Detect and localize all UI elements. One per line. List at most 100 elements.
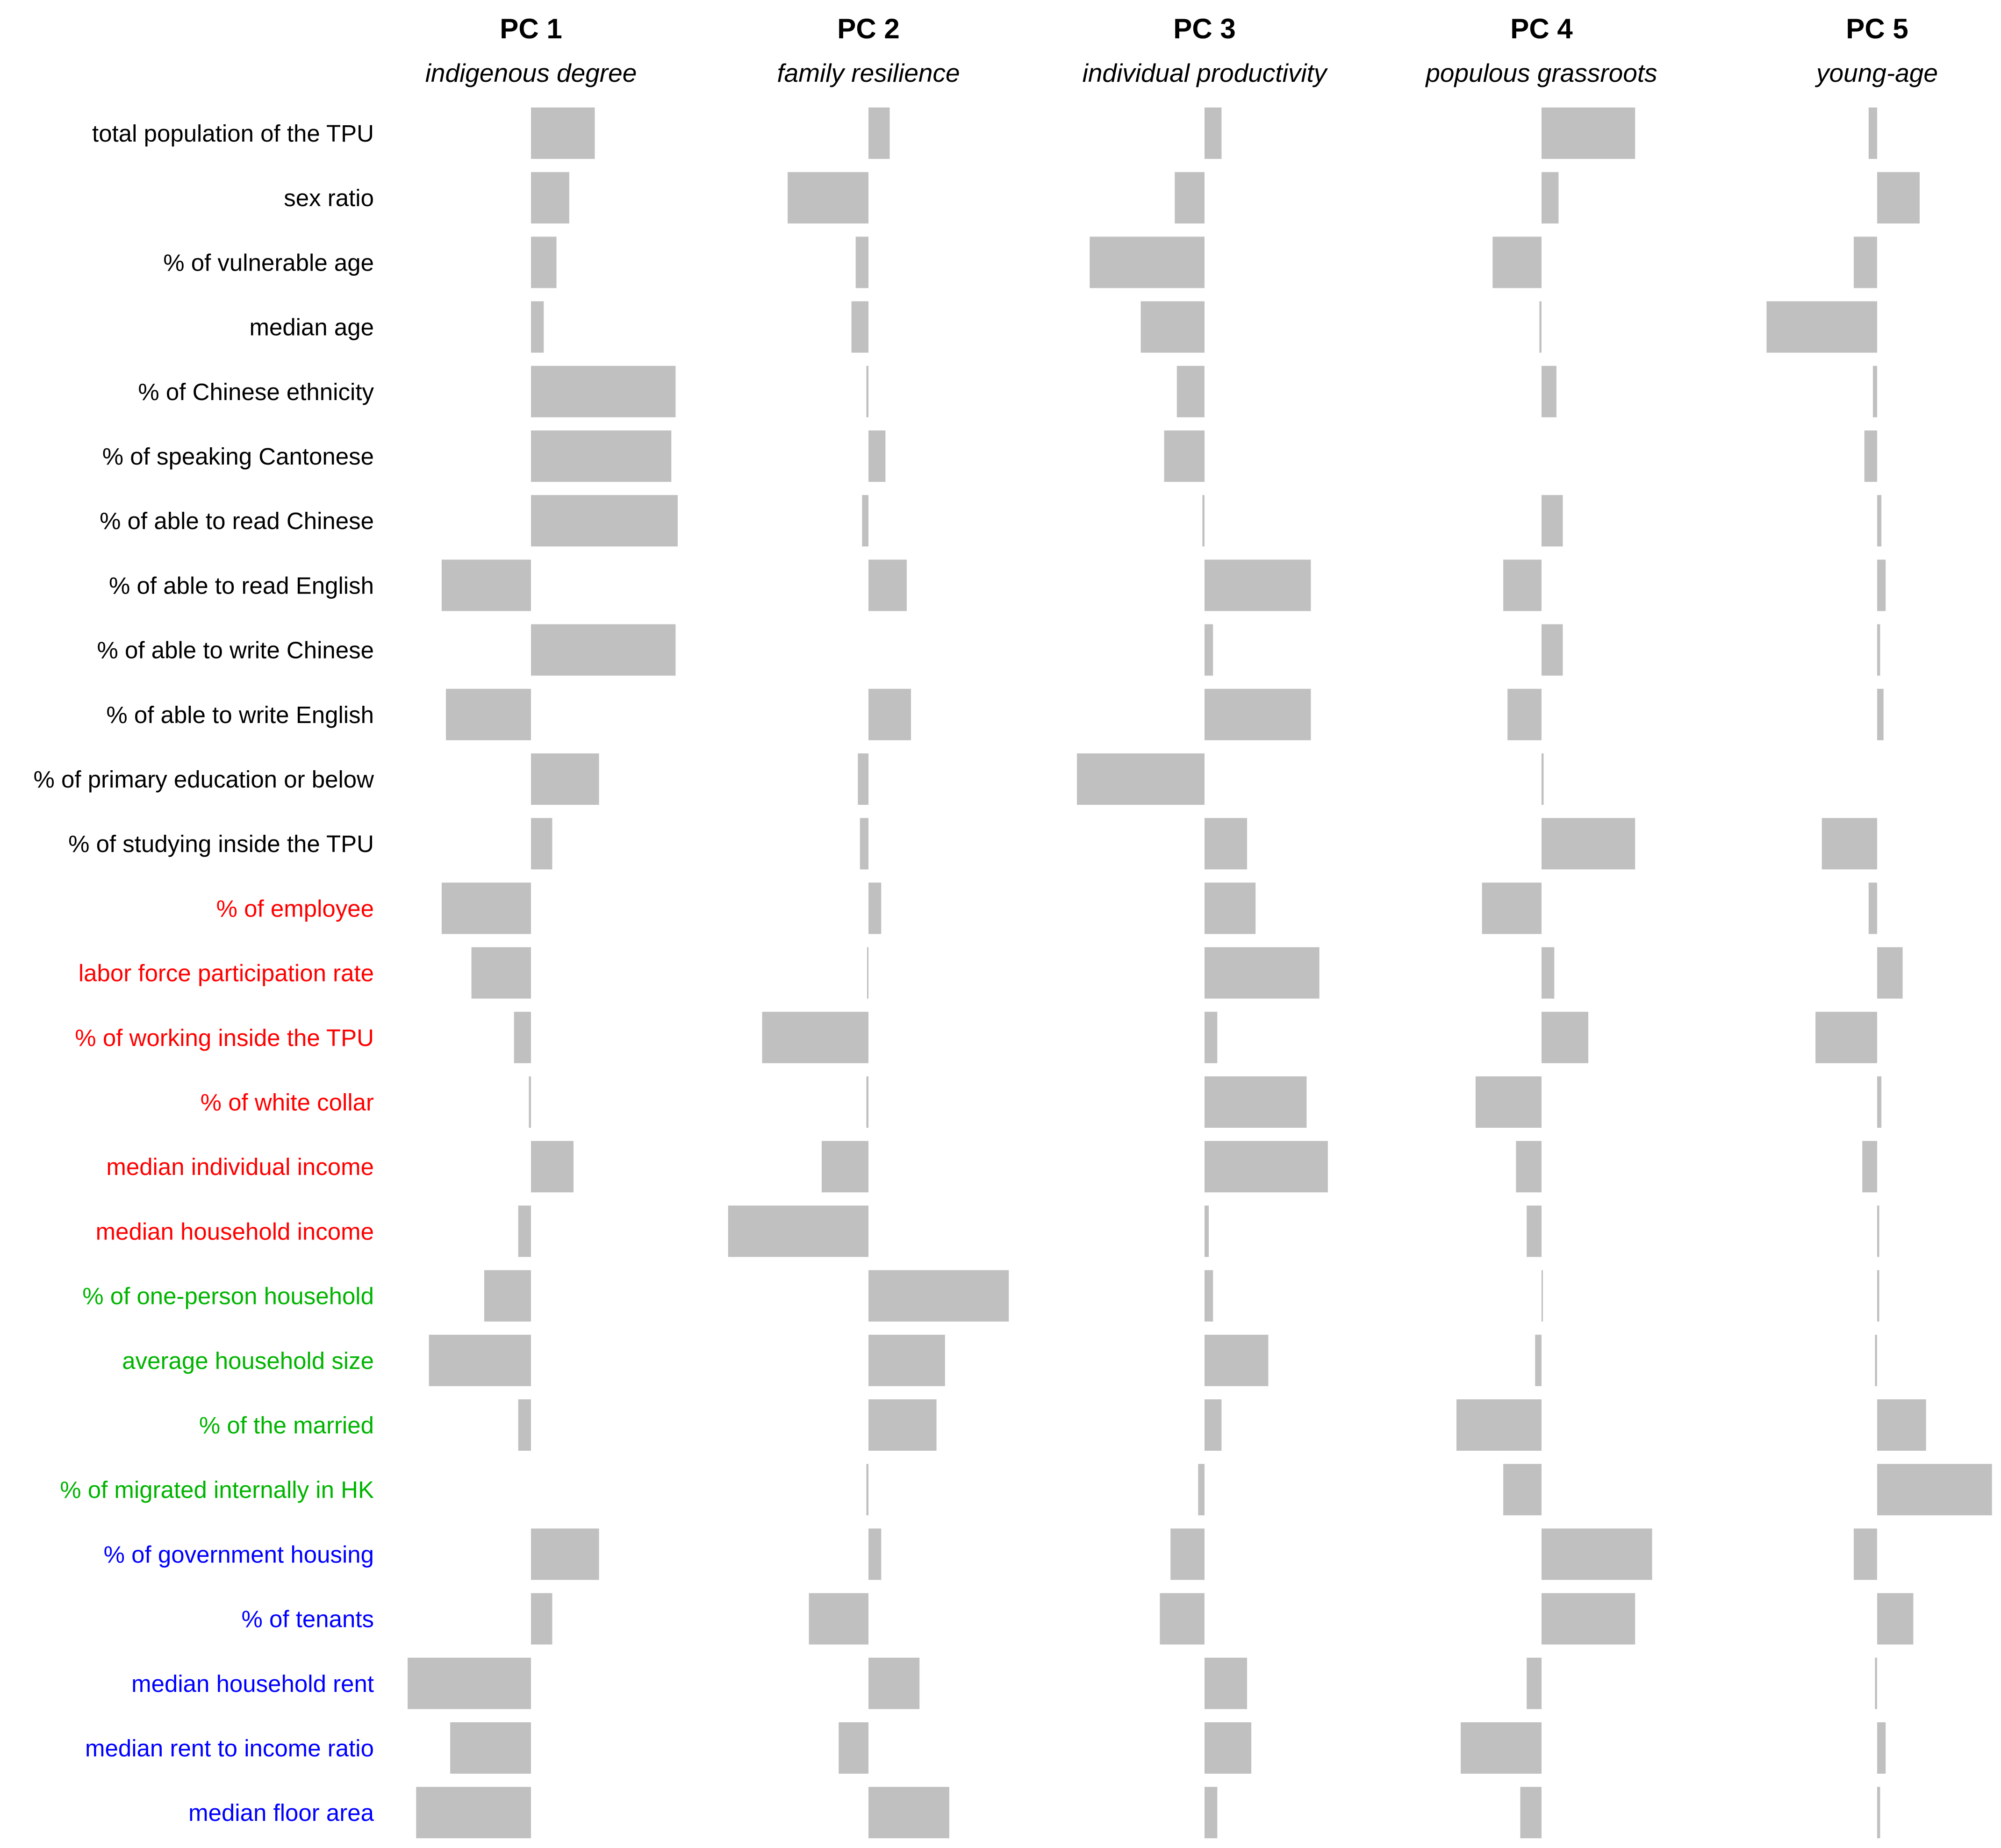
loading-bar <box>531 107 595 159</box>
loading-bar <box>529 1076 531 1128</box>
loading-bar <box>1164 430 1205 482</box>
component-panels: PC 1 indigenous degree PC 2 family resilien… <box>408 13 1992 1839</box>
loading-bar <box>868 1657 920 1709</box>
loading-bar <box>1877 495 1882 547</box>
variable-label: % of employee <box>216 895 374 922</box>
loading-bar <box>1507 688 1542 740</box>
loading-bar <box>1542 947 1555 999</box>
loading-bar <box>1877 559 1886 611</box>
variable-label: median individual income <box>106 1153 374 1180</box>
loading-bar <box>1090 236 1205 288</box>
loading-bar <box>1205 1205 1209 1257</box>
loading-bar <box>868 1528 882 1580</box>
loading-bar <box>1877 1399 1926 1451</box>
loading-bar <box>1875 1657 1877 1709</box>
loading-bar <box>809 1593 868 1645</box>
loading-bar <box>1527 1657 1542 1709</box>
loading-bar <box>1205 1076 1307 1128</box>
loading-bar <box>1868 882 1877 934</box>
panel-subtitle: family resilience <box>777 58 960 87</box>
loading-bar <box>868 430 886 482</box>
loading-bar <box>1877 1593 1914 1645</box>
loading-bar <box>821 1141 868 1193</box>
variable-label: % of tenants <box>241 1606 374 1633</box>
loading-bar <box>1822 818 1877 870</box>
variable-label: median age <box>249 314 374 341</box>
loading-bar <box>531 1528 599 1580</box>
panel-title: PC 3 <box>1173 13 1235 44</box>
loading-bar <box>531 624 676 676</box>
loading-bar <box>1205 818 1247 870</box>
loading-bar <box>860 818 868 870</box>
panel-subtitle: individual productivity <box>1083 58 1328 87</box>
variable-label: % of government housing <box>104 1541 374 1568</box>
loading-bar <box>1205 882 1256 934</box>
loading-bar <box>531 753 599 805</box>
panel-pc-5: PC 5 young-age <box>1766 13 1992 1839</box>
loading-bar <box>471 947 531 999</box>
loading-bar <box>441 559 531 611</box>
panel-pc-2: PC 2 family resilience <box>728 13 1009 1839</box>
loading-bar <box>866 365 868 417</box>
loading-bar <box>531 172 569 224</box>
loading-bar <box>1535 1334 1542 1386</box>
loading-bar <box>1205 947 1320 999</box>
panel-title: PC 4 <box>1510 13 1573 44</box>
variable-label: % of studying inside the TPU <box>68 831 374 857</box>
loading-bar <box>1877 1722 1886 1774</box>
loading-bar <box>1482 882 1542 934</box>
loading-bar <box>441 882 531 934</box>
variable-label: median floor area <box>188 1799 374 1826</box>
variable-label: median rent to income ratio <box>85 1735 374 1762</box>
loading-bar <box>1542 818 1635 870</box>
variable-label: % of able to read English <box>109 572 374 599</box>
loading-bar <box>450 1722 531 1774</box>
loading-bar <box>1877 1076 1882 1128</box>
loading-bar <box>1205 559 1311 611</box>
loading-bar <box>1202 495 1205 547</box>
loading-bar <box>531 495 678 547</box>
loading-bar <box>1542 495 1563 547</box>
loading-bar <box>1170 1528 1205 1580</box>
loading-bar <box>1516 1141 1542 1193</box>
loading-bar <box>1877 1787 1880 1839</box>
loading-bar <box>1539 301 1542 353</box>
loading-bar <box>866 1076 868 1128</box>
loading-bar <box>1475 1076 1542 1128</box>
variable-label: average household size <box>122 1347 374 1374</box>
loading-bar <box>868 688 911 740</box>
loading-bar <box>1198 1464 1205 1516</box>
loading-bar <box>518 1205 531 1257</box>
loading-bar <box>531 1141 574 1193</box>
loading-bar <box>1205 1141 1328 1193</box>
panel-title: PC 5 <box>1846 13 1908 44</box>
loading-bar <box>1877 1205 1879 1257</box>
variable-label: sex ratio <box>284 185 374 211</box>
loading-bar <box>531 301 544 353</box>
variable-label: % of migrated internally in HK <box>60 1476 374 1503</box>
loading-bar <box>866 1464 868 1516</box>
panel-pc-1: PC 1 indigenous degree <box>408 13 678 1839</box>
loading-bar <box>416 1787 531 1839</box>
loading-bar <box>868 882 882 934</box>
loading-bar <box>1461 1722 1542 1774</box>
loading-bar <box>868 1270 1009 1322</box>
variable-label: % of primary education or below <box>33 766 374 793</box>
loading-bar <box>1527 1205 1542 1257</box>
variable-label: total population of the TPU <box>92 120 374 147</box>
loading-bar <box>1868 107 1877 159</box>
variable-label: labor force participation rate <box>79 960 374 987</box>
loading-bar <box>1205 624 1213 676</box>
variable-label: % of white collar <box>201 1089 374 1116</box>
panel-title: PC 1 <box>500 13 562 44</box>
loading-bar <box>1520 1787 1542 1839</box>
loading-bar <box>862 495 868 547</box>
loading-bar <box>446 688 531 740</box>
loading-bar <box>1160 1593 1205 1645</box>
loading-bar <box>858 753 869 805</box>
loading-bar <box>1492 236 1542 288</box>
loading-bar <box>1205 1270 1213 1322</box>
loading-bar <box>531 818 552 870</box>
loading-bar <box>1175 172 1205 224</box>
loading-bar <box>531 430 672 482</box>
